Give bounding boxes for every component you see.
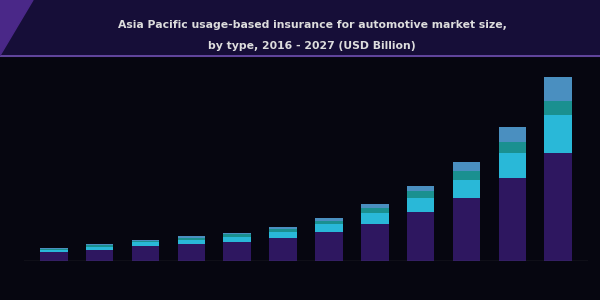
Bar [544, 152, 572, 261]
Bar [544, 101, 572, 116]
Bar [407, 212, 434, 261]
Bar [40, 252, 68, 261]
Bar [407, 186, 434, 191]
Bar [315, 218, 343, 221]
Bar [40, 248, 68, 249]
Bar [407, 191, 434, 198]
Bar [499, 178, 526, 261]
Bar [315, 232, 343, 261]
Bar [132, 242, 159, 246]
Bar [544, 116, 572, 152]
Bar [453, 180, 480, 198]
Bar [361, 213, 389, 224]
Bar [315, 221, 343, 224]
Bar [453, 198, 480, 261]
Bar [269, 229, 297, 232]
Bar [223, 242, 251, 261]
Bar [178, 240, 205, 244]
Bar [269, 227, 297, 229]
Bar [223, 235, 251, 237]
Bar [407, 198, 434, 212]
Bar [361, 208, 389, 213]
Bar [315, 224, 343, 232]
Text: by type, 2016 - 2027 (USD Billion): by type, 2016 - 2027 (USD Billion) [208, 40, 416, 51]
Bar [86, 250, 113, 261]
Bar [86, 247, 113, 250]
Bar [223, 237, 251, 242]
Text: Asia Pacific usage-based insurance for automotive market size,: Asia Pacific usage-based insurance for a… [118, 20, 506, 31]
Bar [453, 162, 480, 171]
Bar [499, 142, 526, 152]
Bar [132, 240, 159, 241]
Bar [40, 249, 68, 250]
Bar [40, 250, 68, 252]
Bar [453, 171, 480, 180]
Bar [86, 244, 113, 245]
Bar [223, 233, 251, 235]
Bar [361, 204, 389, 208]
Bar [269, 232, 297, 238]
Bar [132, 241, 159, 242]
Bar [132, 246, 159, 261]
Bar [178, 236, 205, 238]
Bar [499, 128, 526, 142]
Bar [499, 152, 526, 178]
Bar [269, 238, 297, 261]
Bar [361, 224, 389, 261]
Bar [178, 244, 205, 261]
Bar [178, 238, 205, 240]
Bar [544, 77, 572, 101]
Bar [86, 245, 113, 247]
